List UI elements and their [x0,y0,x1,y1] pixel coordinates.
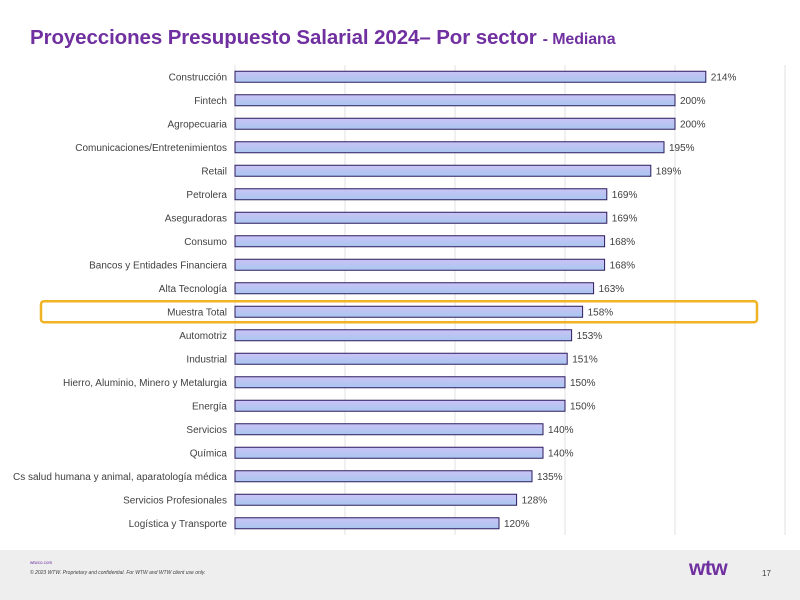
category-label: Petrolera [186,190,227,201]
bar [234,235,606,248]
bar [234,470,533,483]
category-label: Química [190,448,228,459]
category-label: Servicios Profesionales [123,495,227,506]
bar [234,305,584,318]
category-label: Retail [201,166,227,177]
category-label: Construcción [169,72,227,83]
category-label: Automotriz [179,331,227,342]
value-label: 200% [680,119,706,130]
category-label: Alta Tecnología [159,284,228,295]
category-label: Cs salud humana y animal, aparatología m… [13,472,227,483]
bar [234,493,518,506]
value-label: 200% [680,96,706,107]
bar [234,117,676,130]
value-label: 158% [588,307,614,318]
value-label: 120% [504,519,530,530]
value-label: 168% [610,260,636,271]
category-label: Consumo [184,237,227,248]
bar [234,329,573,342]
bar [234,188,608,201]
wtw-logo: wtw [689,557,728,580]
bar-chart: Construcción 214% Fintech 200% Agropecuaria 2… [13,65,786,535]
category-label: Industrial [186,354,227,365]
slide-title: Proyecciones Presupuesto Salarial 2024– … [30,26,616,50]
value-label: 150% [570,378,596,389]
highlight-box [39,300,759,324]
bar [234,211,608,224]
category-label: Energía [192,401,227,412]
value-label: 169% [612,190,638,201]
category-label: Comunicaciones/Entretenimientos [75,143,227,154]
labels: Construcción 214% Fintech 200% Agropecuaria 2… [13,72,737,530]
value-label: 150% [570,401,596,412]
category-label: Hierro, Aluminio, Minero y Metalurgia [63,378,227,389]
bar [234,141,665,154]
category-label: Muestra Total [167,307,227,318]
category-label: Fintech [194,96,227,107]
footer-link[interactable]: wtwco.com [30,560,53,565]
bar [234,517,500,530]
title-main: Proyecciones Presupuesto Salarial 2024– … [30,26,537,49]
value-label: 168% [610,237,636,248]
bar [234,352,568,365]
value-label: 163% [599,284,625,295]
value-label: 189% [656,166,682,177]
bar [234,282,595,295]
bar [234,70,707,83]
bar [234,164,652,177]
category-label: Bancos y Entidades Financiera [89,260,227,271]
bar [234,423,544,436]
value-label: 195% [669,143,695,154]
page-number: 17 [762,569,771,578]
bar [234,399,566,412]
category-label: Agropecuaria [168,119,228,130]
footer: wtwco.com © 2023 WTW. Proprietary and co… [0,550,800,600]
category-label: Servicios [186,425,227,436]
value-label: 135% [537,472,563,483]
title-sub: - Mediana [542,31,616,48]
footer-copyright: © 2023 WTW. Proprietary and confidential… [30,570,206,576]
bar [234,376,566,389]
bar [234,94,676,107]
value-label: 151% [572,354,598,365]
bar [234,258,606,271]
value-label: 153% [577,331,603,342]
value-label: 140% [548,448,574,459]
value-label: 128% [522,495,548,506]
highlight-layer [39,300,759,324]
value-label: 140% [548,425,574,436]
category-label: Aseguradoras [165,213,227,224]
bar [234,446,544,459]
value-label: 214% [711,72,737,83]
category-label: Logística y Transporte [129,519,228,530]
value-label: 169% [612,213,638,224]
bars [234,70,707,530]
